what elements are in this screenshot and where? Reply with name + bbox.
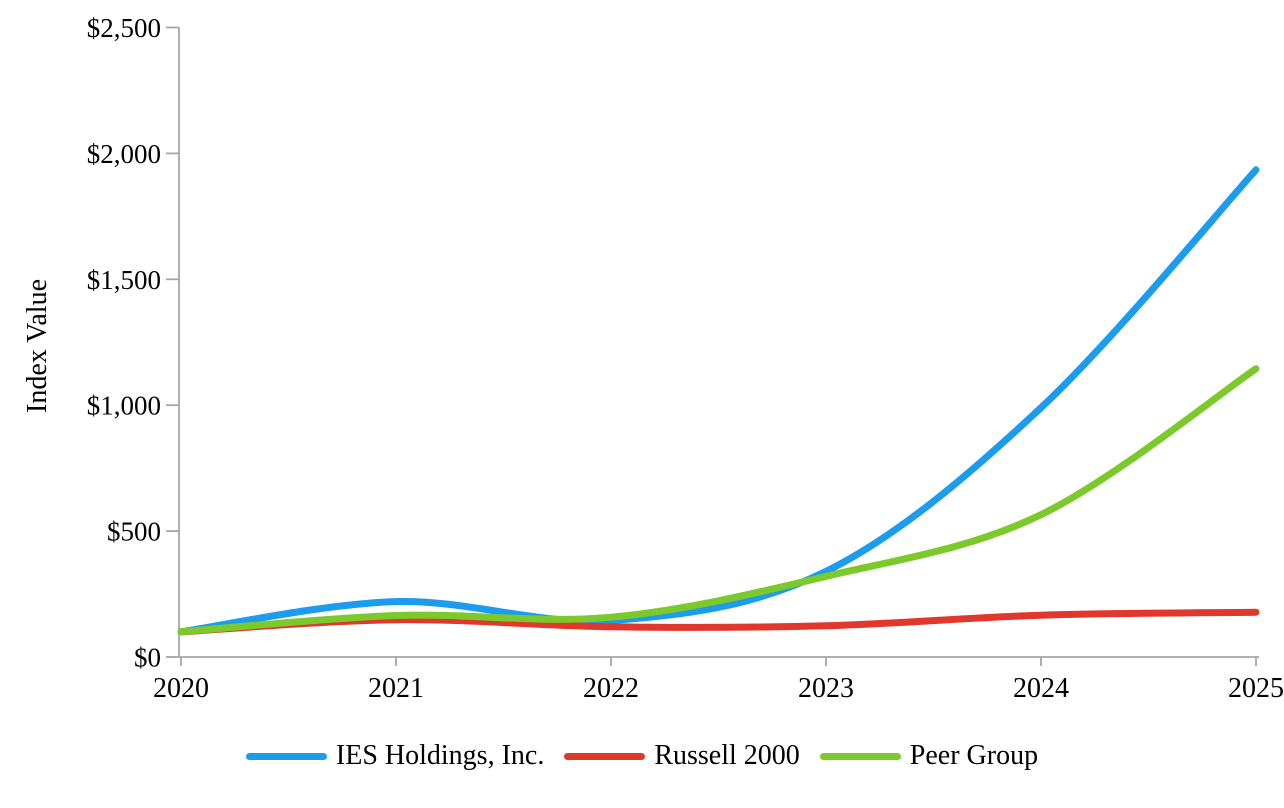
y-tick-label: $2,000: [87, 139, 161, 169]
series-line-russell-2000: [177, 608, 1260, 636]
legend-label-russell-2000: Russell 2000: [654, 740, 800, 771]
y-axis-ticks: [166, 26, 179, 658]
x-tick-label: 2020: [153, 673, 209, 704]
x-tick-label: 2023: [798, 673, 854, 704]
legend-swatch-peer-group: [819, 752, 901, 760]
legend-item-russell-2000: Russell 2000: [564, 740, 800, 772]
legend-swatch-russell-2000: [564, 752, 646, 760]
series-line-ies-holdings-inc: [177, 166, 1260, 636]
series-lines: [177, 166, 1260, 636]
y-axis-tick-labels: $0 $500 $1,000 $1,500 $2,000 $2,500: [87, 13, 161, 673]
y-tick-label: $500: [107, 517, 161, 547]
series-line-peer-group: [177, 365, 1260, 636]
legend-swatch-ies-holdings: [245, 752, 327, 760]
legend-label-peer-group: Peer Group: [909, 740, 1039, 771]
x-tick-label: 2022: [583, 673, 639, 704]
y-tick-label: $0: [134, 643, 161, 673]
y-tick-label: $2,500: [87, 13, 161, 43]
legend-label-ies-holdings: IES Holdings, Inc.: [335, 740, 545, 771]
x-tick-label: 2025: [1228, 673, 1284, 704]
chart-legend: IES Holdings, Inc. Russell 2000 Peer Gro…: [0, 740, 1284, 772]
legend-item-peer-group: Peer Group: [819, 740, 1039, 772]
y-axis-title: Index Value: [22, 279, 53, 413]
legend-item-ies-holdings: IES Holdings, Inc.: [245, 740, 545, 772]
y-tick-label: $1,000: [87, 391, 161, 421]
x-tick-label: 2021: [368, 673, 424, 704]
x-axis-tick-labels: 2020 2021 2022 2023 2024 2025: [153, 673, 1284, 704]
x-axis-ticks: [180, 657, 1257, 666]
x-tick-label: 2024: [1013, 673, 1069, 704]
y-tick-label: $1,500: [87, 265, 161, 295]
